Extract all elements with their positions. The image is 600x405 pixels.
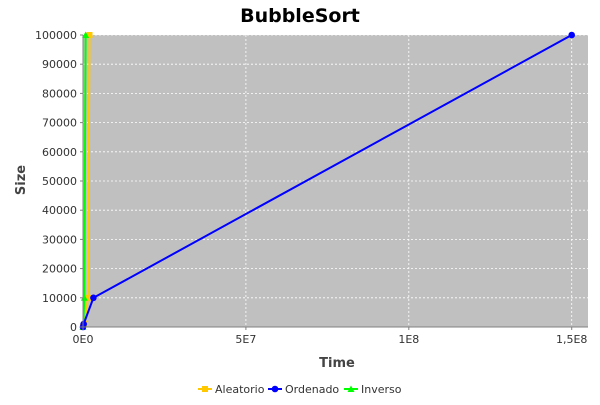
chart-title: BubbleSort [240, 5, 360, 27]
y-axis-ticks: 0 10000 20000 30000 40000 50000 60000 70000 8000… [35, 29, 83, 334]
legend-label: Aleatorio [215, 383, 265, 396]
y-tick-label: 80000 [42, 87, 77, 100]
x-tick-label: 1E8 [398, 333, 419, 346]
y-tick-label: 20000 [42, 263, 77, 276]
data-point-aleatorio [86, 32, 93, 38]
y-tick-label: 40000 [42, 204, 77, 217]
y-tick-label: 30000 [42, 233, 77, 246]
legend-label: Ordenado [285, 383, 339, 396]
x-tick-label: 0E0 [73, 333, 94, 346]
y-tick-label: 50000 [42, 175, 77, 188]
x-axis-ticks: 0E0 5E7 1E8 1,5E8 [73, 327, 587, 346]
data-point-ordenado [80, 320, 87, 328]
data-point-ordenado [90, 294, 97, 302]
legend-label: Inverso [361, 383, 402, 396]
legend-marker [347, 385, 355, 392]
y-axis-title: Size [14, 165, 29, 195]
legend-item-aleatorio: Aleatorio [198, 383, 265, 396]
y-tick-label: 90000 [42, 58, 77, 71]
legend-item-ordenado: Ordenado [268, 383, 339, 396]
data-point-aleatorio [84, 294, 91, 301]
y-tick-label: 60000 [42, 146, 77, 159]
y-tick-label: 10000 [42, 292, 77, 305]
y-tick-label: 0 [70, 321, 77, 334]
data-point-inverso [82, 31, 90, 38]
grid-lines [82, 34, 588, 328]
x-tick-label: 5E7 [235, 333, 256, 346]
legend: Aleatorio Ordenado Inverso [198, 383, 402, 396]
legend-marker [271, 385, 279, 393]
legend-marker [202, 386, 208, 392]
legend-item-inverso: Inverso [344, 383, 402, 396]
x-tick-label: 1,5E8 [556, 333, 587, 346]
y-tick-label: 100000 [35, 29, 77, 42]
data-point-ordenado [568, 31, 576, 39]
y-tick-label: 70000 [42, 117, 77, 130]
x-axis-title: Time [319, 356, 355, 371]
